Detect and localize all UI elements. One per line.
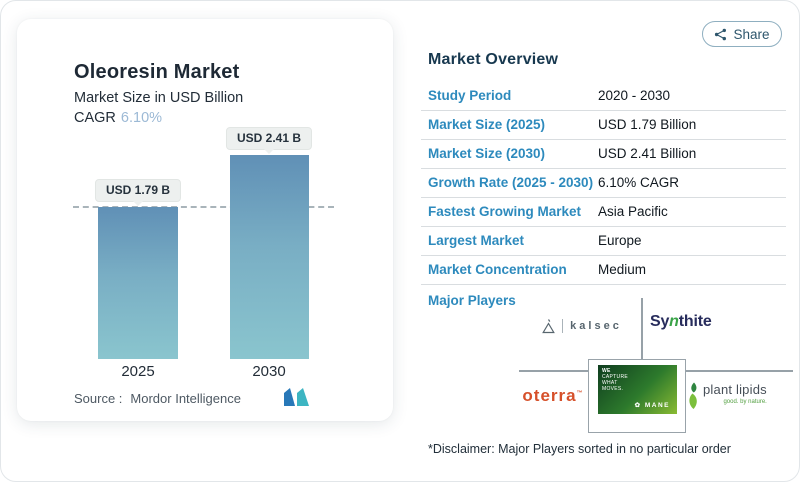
row-label: Market Size (2030) [428, 146, 546, 161]
table-row-fastest-growing-market: Fastest Growing Market Asia Pacific [421, 198, 786, 227]
table-row-market-concentration: Market Concentration Medium [421, 256, 786, 285]
share-label: Share [733, 26, 770, 42]
row-value: USD 2.41 Billion [598, 146, 697, 161]
table-row-largest-market: Largest Market Europe [421, 227, 786, 256]
reference-line [73, 206, 334, 208]
kalsec-triangle-icon [542, 318, 556, 334]
mane-flower-icon: ✿ [634, 402, 642, 409]
source-attribution: Source : Mordor Intelligence [74, 391, 241, 406]
major-players-label: Major Players [428, 293, 516, 308]
players-divider-vertical [641, 298, 643, 359]
kalsec-wordmark: kalsec [570, 320, 622, 332]
mane-logo: WE CAPTURE WHAT MOVES. ✿ MANE [588, 359, 686, 433]
players-divider-left [519, 370, 588, 372]
row-label: Study Period [428, 88, 512, 103]
synthite-green-n: n [669, 313, 679, 330]
table-row-study-period: Study Period 2020 - 2030 [421, 82, 786, 111]
bar-value-label-2030: USD 2.41 B [225, 127, 313, 154]
table-row-market-size-2025: Market Size (2025) USD 1.79 Billion [421, 111, 786, 140]
cagr-value: 6.10% [120, 110, 163, 126]
oterra-trademark: ™ [576, 390, 584, 397]
market-size-chart-card: Oleoresin Market Market Size in USD Bill… [17, 19, 393, 421]
table-row-growth-rate: Growth Rate (2025 - 2030) 6.10% CAGR [421, 169, 786, 198]
mane-tagline: WE CAPTURE WHAT MOVES. [602, 368, 628, 392]
x-axis-label-2030: 2030 [252, 363, 286, 380]
kalsec-logo: kalsec [531, 315, 633, 337]
x-axis-label-2025: 2025 [121, 363, 155, 380]
overview-table: Study Period 2020 - 2030 Market Size (20… [421, 82, 786, 285]
synthite-logo: Synthite [650, 313, 712, 330]
table-row-market-size-2030: Market Size (2030) USD 2.41 Billion [421, 140, 786, 169]
mane-wordmark: ✿ MANE [634, 402, 670, 409]
row-label: Fastest Growing Market [428, 204, 582, 219]
overview-heading: Market Overview [428, 51, 559, 68]
plant-lipids-tagline: good. by nature. [723, 399, 767, 405]
row-label: Market Size (2025) [428, 117, 546, 132]
bar-value-label-2025: USD 1.79 B [94, 179, 182, 206]
share-button[interactable]: Share [702, 21, 782, 47]
cagr-label: CAGR [74, 110, 116, 126]
row-label: Growth Rate (2025 - 2030) [428, 175, 594, 190]
disclaimer-text: *Disclaimer: Major Players sorted in no … [428, 442, 731, 456]
bar-2025 [98, 207, 178, 359]
source-value: Mordor Intelligence [130, 391, 241, 406]
chart-title: Oleoresin Market [74, 61, 240, 83]
mordor-intelligence-logo-icon [283, 388, 310, 406]
plant-lipids-wordmark: plant lipids [703, 382, 767, 397]
row-value: Asia Pacific [598, 204, 668, 219]
plant-lipids-logo: plant lipids good. by nature. [687, 382, 767, 410]
kalsec-separator [562, 319, 564, 333]
chart-cagr: CAGR 6.10% [74, 110, 162, 126]
row-label: Market Concentration [428, 262, 567, 277]
row-value: 6.10% CAGR [598, 175, 680, 190]
chart-subtitle: Market Size in USD Billion [74, 90, 244, 106]
players-divider-right [686, 370, 793, 372]
plant-lipids-drops-icon [687, 382, 700, 410]
row-value: USD 1.79 Billion [598, 117, 697, 132]
row-value: Europe [598, 233, 642, 248]
oterra-logo: oterra™ [522, 386, 584, 405]
row-label: Largest Market [428, 233, 525, 248]
row-value: Medium [598, 262, 647, 277]
source-label: Source : [74, 391, 123, 406]
bar-2030 [230, 155, 309, 359]
share-icon [714, 28, 727, 41]
mane-green-card: WE CAPTURE WHAT MOVES. ✿ MANE [598, 365, 677, 414]
row-value: 2020 - 2030 [598, 88, 671, 103]
